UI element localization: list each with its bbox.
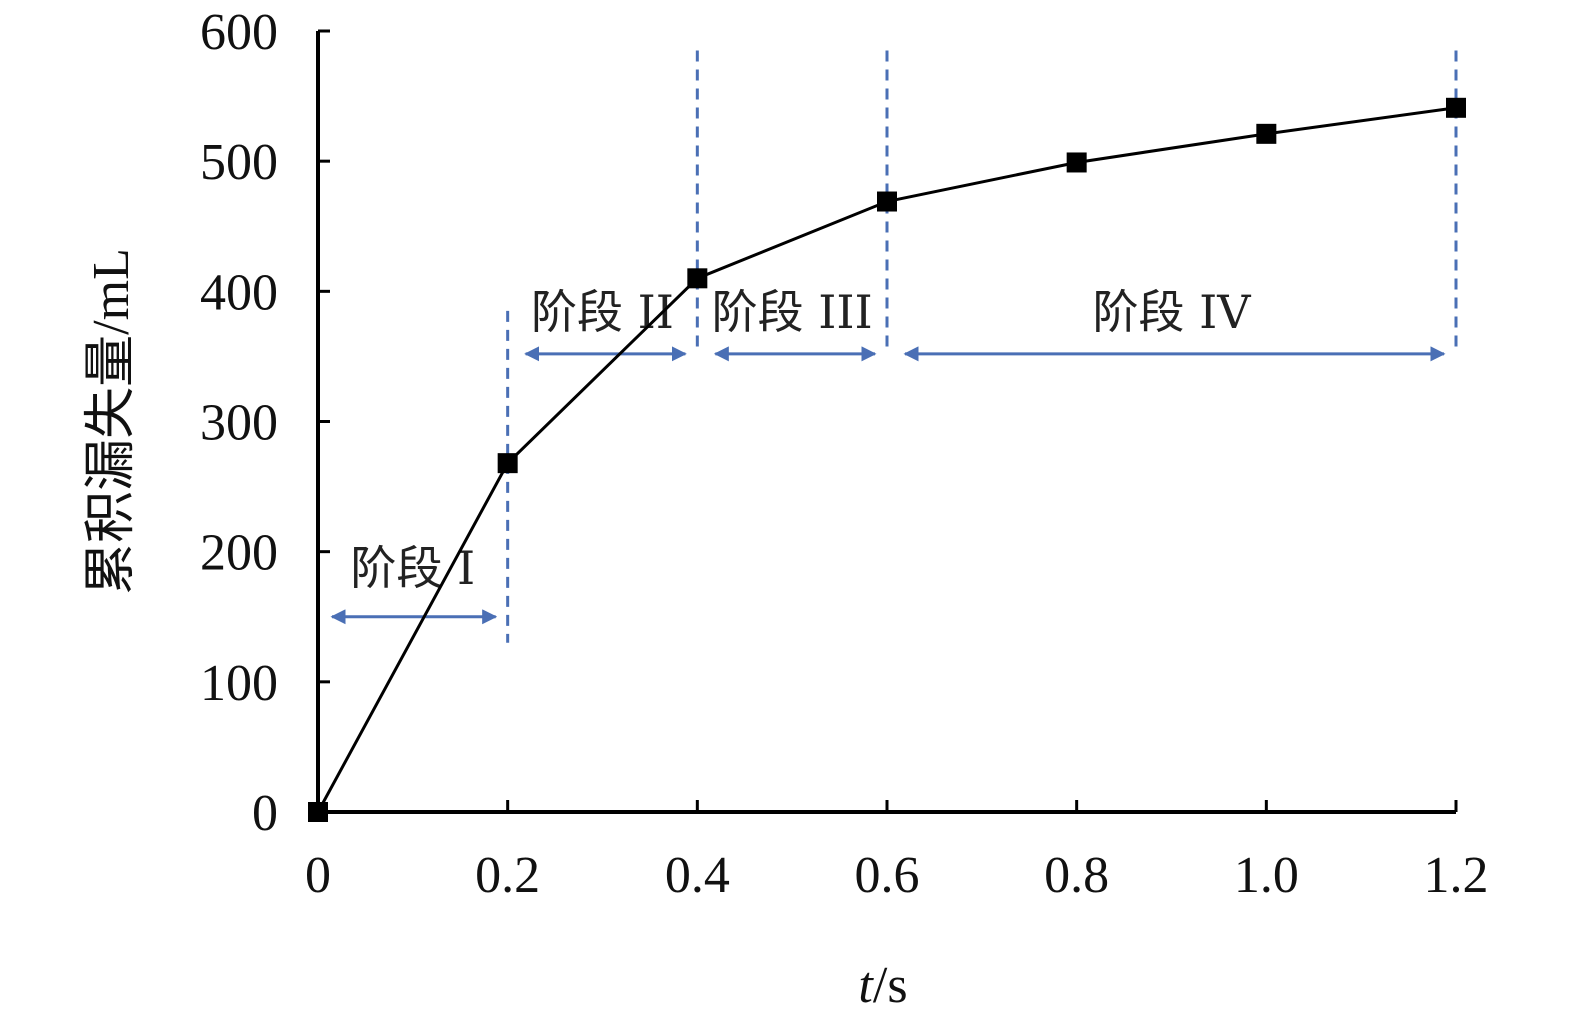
y-tick-label: 400 xyxy=(200,264,278,321)
data-point xyxy=(877,191,897,212)
x-tick-label: 1.0 xyxy=(1234,847,1299,904)
x-tick-label: 0.6 xyxy=(855,847,920,904)
data-point xyxy=(687,268,708,289)
stage-label: 阶段 II xyxy=(531,285,674,339)
data-point xyxy=(1066,152,1087,173)
axis-labels: t/s 累积漏失量/mL xyxy=(83,248,908,1014)
x-tick-label: 0.8 xyxy=(1044,847,1109,904)
y-axis-title: 累积漏失量/mL xyxy=(83,248,140,595)
y-tick-label: 600 xyxy=(200,4,278,61)
data-point xyxy=(1446,97,1466,118)
y-tick-label: 0 xyxy=(252,785,278,842)
x-tick-label: 0.4 xyxy=(665,847,730,904)
data-series xyxy=(308,97,1466,822)
x-tick-label: 1.2 xyxy=(1424,847,1489,904)
x-axis-title-unit: /s xyxy=(873,957,908,1014)
y-tick-label: 100 xyxy=(200,655,278,712)
data-point xyxy=(1256,123,1277,144)
stage-annotations: 阶段 I 阶段 II 阶段 III 阶段 IV xyxy=(330,50,1458,643)
stage-label: 阶段 I xyxy=(350,541,475,595)
y-tick-label: 300 xyxy=(200,395,278,452)
axes: 0 100 200 300 400 500 600 0 0.2 0.4 0.6 0.8 1.0 1.2 xyxy=(200,4,1489,904)
data-point xyxy=(497,453,518,474)
x-axis-title: t/s xyxy=(858,957,907,1014)
x-tick-label: 0 xyxy=(305,847,331,904)
x-tick-label: 0.2 xyxy=(475,847,540,904)
data-point xyxy=(308,802,328,822)
x-axis-title-variable: t xyxy=(858,957,874,1014)
stage-label: 阶段 III xyxy=(712,285,873,339)
y-tick-label: 200 xyxy=(200,525,278,582)
stage-label: 阶段 IV xyxy=(1092,285,1251,339)
y-tick-label: 500 xyxy=(200,134,278,191)
